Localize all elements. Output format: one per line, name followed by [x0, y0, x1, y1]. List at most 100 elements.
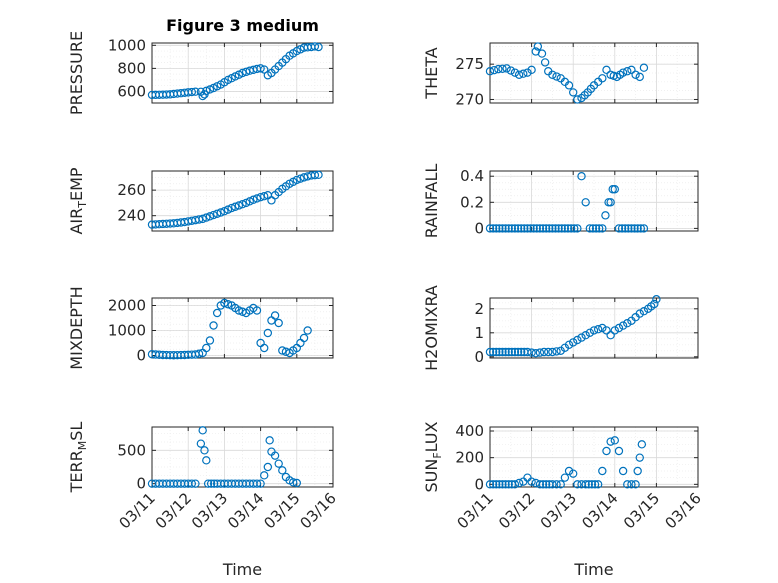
- data-point: [249, 195, 258, 204]
- data-point: [631, 480, 640, 489]
- data-point: [234, 306, 244, 315]
- data-point: [292, 478, 301, 488]
- data-point: [489, 65, 499, 75]
- subplot-mixdepth: 0 1000 2000 MIXDEPTH: [67, 286, 334, 370]
- data-point: [514, 70, 524, 79]
- y-tick-label: 240: [117, 207, 146, 225]
- y-tick-label: 400: [455, 422, 484, 440]
- data-point: [205, 336, 215, 345]
- data-point: [506, 66, 515, 75]
- data-point: [494, 64, 503, 74]
- y-tick-label: 0: [474, 475, 484, 493]
- data-point: [581, 480, 590, 489]
- data-point: [585, 328, 595, 337]
- data-point: [514, 478, 524, 488]
- y-tick-label: 2000: [108, 297, 146, 315]
- data-point: [501, 224, 510, 233]
- data-point: [278, 346, 287, 355]
- data-point: [256, 479, 265, 488]
- data-point: [263, 462, 273, 472]
- data-point: [623, 480, 632, 489]
- data-point: [541, 480, 551, 489]
- data-point: [560, 224, 570, 233]
- data-point: [270, 311, 280, 320]
- data-point: [263, 328, 273, 338]
- y-axis-label: PRESSURE: [67, 31, 86, 115]
- data-point: [510, 224, 520, 233]
- data-point: [274, 459, 283, 468]
- data-point: [610, 436, 620, 445]
- data-point: [569, 338, 578, 347]
- data-point: [617, 224, 627, 233]
- data-point: [606, 198, 615, 207]
- data-point: [581, 331, 590, 340]
- data-point: [202, 343, 211, 353]
- data-point: [551, 224, 560, 233]
- data-point: [212, 209, 222, 218]
- data-point: [238, 68, 247, 78]
- y-tick-label: 0: [474, 219, 484, 237]
- data-point: [598, 74, 607, 83]
- data-point: [564, 81, 574, 90]
- subplot-terr-msl: 0 500 TERRMSL 03/1103/1203/1303/1403/1503/1…: [67, 422, 340, 579]
- data-point: [538, 480, 548, 489]
- data-point: [548, 70, 557, 79]
- x-axis-label: Time: [222, 560, 262, 579]
- series-markers: [147, 170, 323, 229]
- data-point: [610, 326, 620, 335]
- data-point: [495, 347, 504, 357]
- data-point: [485, 224, 495, 233]
- data-point: [538, 224, 548, 233]
- data-point: [198, 214, 207, 224]
- data-point: [639, 224, 649, 233]
- data-point: [598, 224, 607, 233]
- y-tick-label: 0.4: [460, 167, 484, 185]
- data-point: [650, 299, 659, 309]
- data-point: [590, 480, 600, 489]
- x-tick-label: 03/12: [152, 489, 195, 532]
- data-point: [492, 347, 501, 357]
- y-tick-label: 200: [455, 449, 484, 467]
- data-point: [554, 224, 563, 233]
- data-point: [630, 224, 639, 233]
- data-point: [627, 224, 636, 233]
- y-axis-label-subscript: T: [76, 201, 89, 209]
- data-point: [570, 224, 579, 233]
- data-point: [544, 347, 553, 357]
- y-axis-label-rest: SL: [67, 422, 86, 441]
- y-axis-label-main: THETA: [422, 47, 441, 99]
- x-tick-label: 03/16: [297, 489, 340, 532]
- series-markers: [147, 426, 301, 488]
- data-point: [203, 479, 213, 488]
- data-point: [539, 347, 549, 357]
- data-point: [573, 480, 582, 489]
- data-point: [548, 347, 557, 357]
- axes-border: [489, 42, 699, 104]
- data-point: [577, 172, 586, 181]
- y-axis-label-rest: EMP: [67, 167, 86, 201]
- series-markers: [485, 436, 647, 489]
- data-point: [535, 480, 545, 489]
- data-point: [265, 436, 274, 445]
- x-tick-label: 03/11: [454, 489, 497, 532]
- data-point: [633, 466, 642, 476]
- data-point: [252, 306, 262, 315]
- x-tick-label: 03/12: [495, 489, 538, 532]
- y-tick-label: 0: [136, 347, 146, 365]
- data-point: [588, 224, 598, 233]
- x-tick-label: 03/15: [260, 489, 303, 532]
- subplot-rainfall: 0 0.2 0.4 RAINFALL: [422, 164, 699, 238]
- data-point: [216, 208, 225, 217]
- data-point: [602, 65, 611, 75]
- axes-border: [151, 42, 334, 104]
- data-point: [563, 224, 573, 233]
- data-point: [573, 335, 582, 345]
- data-point: [606, 437, 615, 446]
- data-point: [606, 331, 615, 340]
- data-point: [527, 348, 536, 357]
- y-tick-label: 260: [117, 181, 146, 199]
- data-point: [577, 333, 586, 342]
- data-point: [485, 67, 495, 76]
- y-axis-label-subscript: F: [431, 452, 444, 458]
- data-point: [205, 85, 215, 94]
